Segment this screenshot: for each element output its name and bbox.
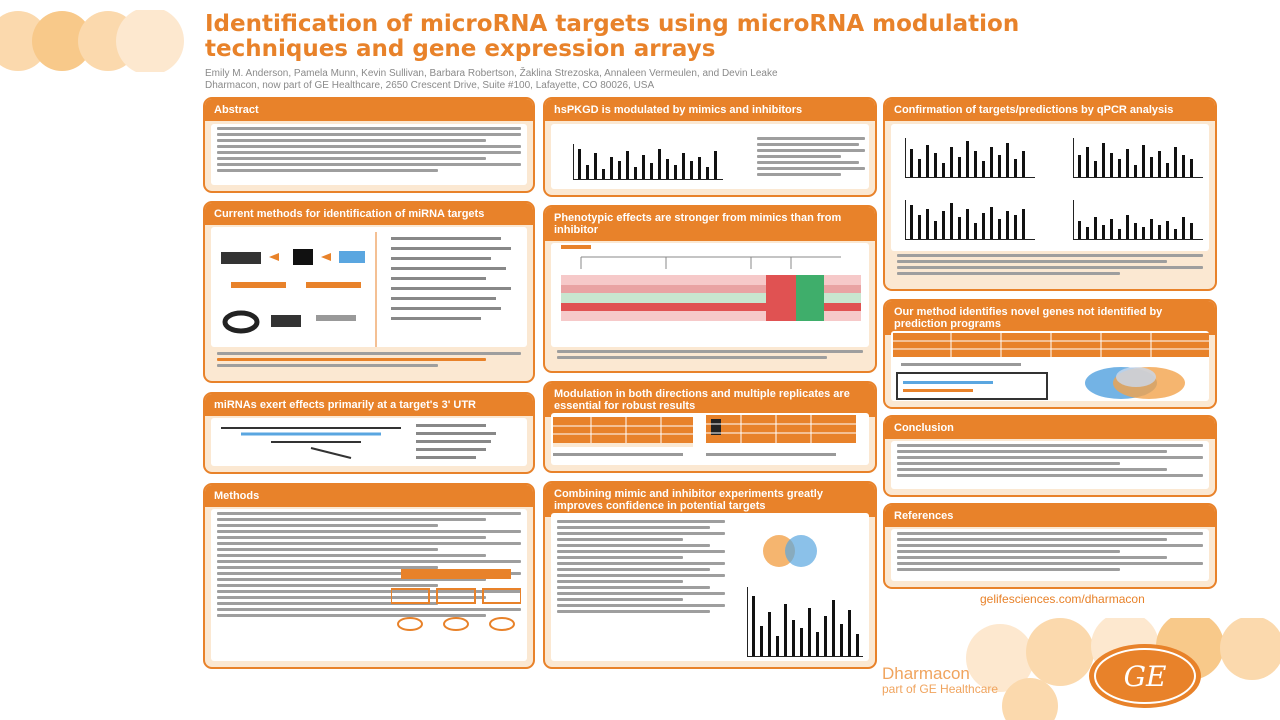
poster-title: Identification of microRNA targets using… (205, 12, 1265, 62)
qpcr-chart-4 (1073, 200, 1203, 240)
current-methods-figure (211, 227, 527, 347)
combining-text (551, 517, 731, 616)
conclusion-text (891, 441, 1209, 489)
authors: Emily M. Anderson, Pamela Munn, Kevin Su… (205, 68, 778, 79)
modulated-figure (551, 124, 869, 189)
phenotypic-heading: Phenotypic effects are stronger from mim… (545, 207, 875, 241)
qpcr-chart-2 (1073, 138, 1203, 178)
poster-title-line1: Identification of microRNA targets using… (205, 11, 1020, 37)
abstract-heading: Abstract (205, 99, 533, 121)
author-block: Emily M. Anderson, Pamela Munn, Kevin Su… (205, 68, 1205, 92)
modulated-bar-chart (573, 144, 723, 180)
modulated-heading: hsPKGD is modulated by mimics and inhibi… (545, 99, 875, 121)
modulation-tables (551, 413, 869, 465)
utr-heading: miRNAs exert effects primarily at a targ… (205, 394, 533, 416)
phenotypic-caption (551, 347, 869, 367)
qpcr-chart-3 (905, 200, 1035, 240)
utr-figure (211, 418, 527, 466)
our-method-figure (891, 331, 1209, 401)
heatmap-figure (551, 243, 869, 347)
modulation-heading: Modulation in both directions and multip… (545, 383, 875, 417)
abstract-panel: Abstract (203, 97, 535, 193)
ge-monogram-icon: GE (1089, 644, 1201, 708)
confirmation-text (891, 251, 1209, 285)
brand-name: Dharmacon (882, 664, 970, 683)
current-methods-panel: Current methods for identification of mi… (203, 201, 535, 383)
brand-subtitle: part of GE Healthcare (882, 682, 999, 696)
phenotypic-panel: Phenotypic effects are stronger from mim… (543, 205, 877, 373)
utr-panel: miRNAs exert effects primarily at a targ… (203, 392, 535, 474)
poster-title-line2: techniques and gene expression arrays (205, 36, 716, 62)
combining-content (551, 513, 869, 661)
modulated-text (751, 134, 869, 179)
modulation-panel: Modulation in both directions and multip… (543, 381, 877, 473)
references-heading: References (885, 505, 1215, 527)
references-panel: References (883, 503, 1217, 589)
qpcr-chart-1 (905, 138, 1035, 178)
our-method-panel: Our method identifies novel genes not id… (883, 299, 1217, 409)
modulated-panel: hsPKGD is modulated by mimics and inhibi… (543, 97, 877, 197)
affiliation: Dharmacon, now part of GE Healthcare, 26… (205, 80, 655, 91)
methods-heading: Methods (205, 485, 533, 507)
methods-text (211, 509, 527, 661)
logo-text: GE (1124, 660, 1167, 693)
combining-panel: Combining mimic and inhibitor experiment… (543, 481, 877, 669)
conclusion-panel: Conclusion (883, 415, 1217, 497)
decorative-dots-top (0, 10, 184, 72)
methods-flow-diagram (390, 569, 522, 639)
methods-panel: Methods (203, 483, 535, 669)
current-methods-caption (211, 349, 527, 377)
confirmation-heading: Confirmation of targets/predictions by q… (885, 99, 1215, 121)
combining-heading: Combining mimic and inhibitor experiment… (545, 483, 875, 517)
references-text (891, 529, 1209, 581)
combining-bar-chart (747, 587, 863, 657)
our-method-heading: Our method identifies novel genes not id… (885, 301, 1215, 335)
confirmation-panel: Confirmation of targets/predictions by q… (883, 97, 1217, 291)
combining-venn (763, 535, 817, 567)
conclusion-heading: Conclusion (885, 417, 1215, 439)
website-link[interactable]: gelifesciences.com/dharmacon (980, 592, 1145, 606)
current-methods-heading: Current methods for identification of mi… (205, 203, 533, 225)
qpcr-charts (891, 124, 1209, 251)
abstract-text (211, 124, 527, 185)
